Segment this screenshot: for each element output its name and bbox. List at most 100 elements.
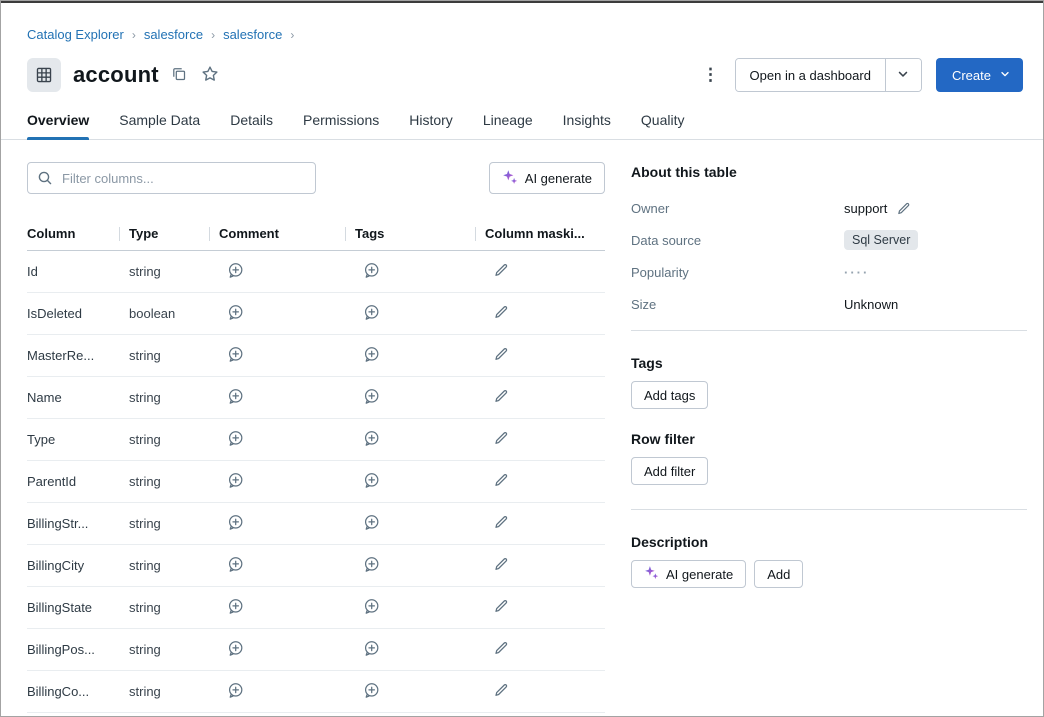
column-type: string bbox=[129, 558, 161, 573]
section-divider bbox=[631, 509, 1027, 510]
tags-cell bbox=[345, 682, 475, 702]
table-row: BillingStr... string bbox=[27, 503, 605, 545]
tab-quality[interactable]: Quality bbox=[640, 112, 685, 128]
tab-sample-data[interactable]: Sample Data bbox=[119, 112, 201, 128]
columns-panel: AI generate Column Type Comment Tags Col… bbox=[27, 162, 605, 713]
add-comment-icon[interactable] bbox=[227, 262, 244, 279]
tab-details[interactable]: Details bbox=[230, 112, 273, 128]
column-type: boolean bbox=[129, 306, 176, 321]
masking-cell bbox=[475, 682, 605, 701]
add-tag-icon[interactable] bbox=[363, 640, 380, 657]
create-button[interactable]: Create bbox=[935, 58, 1023, 92]
table-row: IsDeleted boolean bbox=[27, 293, 605, 335]
copy-icon bbox=[171, 66, 187, 85]
add-tag-icon[interactable] bbox=[363, 346, 380, 363]
add-tag-icon[interactable] bbox=[363, 388, 380, 405]
tab-insights[interactable]: Insights bbox=[562, 112, 611, 128]
main-content: AI generate Column Type Comment Tags Col… bbox=[1, 140, 1043, 713]
masking-cell bbox=[475, 514, 605, 533]
breadcrumb-separator-icon: › bbox=[131, 27, 136, 42]
add-tag-icon[interactable] bbox=[363, 682, 380, 699]
edit-mask-icon[interactable] bbox=[493, 262, 509, 278]
tab-history[interactable]: History bbox=[409, 112, 453, 128]
add-tag-icon[interactable] bbox=[363, 262, 380, 279]
data-source-badge: Sql Server bbox=[844, 230, 919, 250]
popularity-value: ···· bbox=[844, 264, 870, 280]
breadcrumb-separator-icon: › bbox=[290, 27, 295, 42]
edit-mask-icon[interactable] bbox=[493, 388, 509, 404]
column-name: Type bbox=[27, 432, 56, 447]
column-name: BillingState bbox=[27, 600, 93, 615]
open-in-dashboard-split-button: Open in a dashboard bbox=[734, 58, 922, 92]
column-name: Id bbox=[27, 264, 38, 279]
edit-mask-icon[interactable] bbox=[493, 346, 509, 362]
column-type: string bbox=[129, 390, 161, 405]
masking-cell bbox=[475, 430, 605, 449]
edit-mask-icon[interactable] bbox=[493, 472, 509, 488]
about-panel: About this table Owner support Data sour… bbox=[631, 162, 1027, 713]
more-actions-button[interactable]: ⋮ bbox=[702, 65, 720, 84]
edit-owner-icon[interactable] bbox=[896, 201, 911, 216]
tab-overview[interactable]: Overview bbox=[27, 112, 90, 140]
add-comment-icon[interactable] bbox=[227, 640, 244, 657]
edit-mask-icon[interactable] bbox=[493, 598, 509, 614]
filter-columns-input[interactable] bbox=[27, 162, 316, 194]
copy-name-button[interactable] bbox=[169, 64, 189, 87]
edit-mask-icon[interactable] bbox=[493, 304, 509, 320]
page-title: account bbox=[73, 62, 159, 87]
description-ai-generate-button[interactable]: AI generate bbox=[631, 560, 747, 588]
breadcrumb-catalog-explorer[interactable]: Catalog Explorer bbox=[27, 27, 124, 42]
ai-sparkle-icon bbox=[502, 169, 518, 188]
add-comment-icon[interactable] bbox=[227, 598, 244, 615]
add-filter-button[interactable]: Add filter bbox=[631, 457, 709, 485]
column-type: string bbox=[129, 264, 161, 279]
row-filter-section-title: Row filter bbox=[631, 431, 695, 447]
ai-generate-button[interactable]: AI generate bbox=[488, 162, 605, 194]
add-tag-icon[interactable] bbox=[363, 430, 380, 447]
add-tag-icon[interactable] bbox=[363, 472, 380, 489]
add-comment-icon[interactable] bbox=[227, 514, 244, 531]
tags-cell bbox=[345, 430, 475, 450]
data-source-label: Data source bbox=[631, 232, 702, 248]
about-title: About this table bbox=[631, 164, 737, 180]
edit-mask-icon[interactable] bbox=[493, 430, 509, 446]
description-add-button[interactable]: Add bbox=[754, 560, 804, 588]
columns-table: Column Type Comment Tags Column maski...… bbox=[27, 220, 605, 713]
add-comment-icon[interactable] bbox=[227, 346, 244, 363]
breadcrumb-catalog[interactable]: salesforce bbox=[143, 27, 204, 42]
edit-mask-icon[interactable] bbox=[493, 556, 509, 572]
tags-cell bbox=[345, 556, 475, 576]
add-comment-icon[interactable] bbox=[227, 556, 244, 573]
table-row: Name string bbox=[27, 377, 605, 419]
comment-cell bbox=[209, 682, 345, 702]
tab-permissions[interactable]: Permissions bbox=[303, 112, 380, 128]
add-tag-icon[interactable] bbox=[363, 598, 380, 615]
breadcrumb-schema[interactable]: salesforce bbox=[223, 27, 283, 42]
table-row: BillingCity string bbox=[27, 545, 605, 587]
open-in-dashboard-dropdown-button[interactable] bbox=[884, 59, 921, 91]
add-comment-icon[interactable] bbox=[227, 304, 244, 321]
add-tag-icon[interactable] bbox=[363, 304, 380, 321]
col-header-type: Type bbox=[119, 226, 209, 241]
add-comment-icon[interactable] bbox=[227, 430, 244, 447]
comment-cell bbox=[209, 556, 345, 576]
column-name: BillingCity bbox=[27, 558, 85, 573]
columns-table-header: Column Type Comment Tags Column maski... bbox=[27, 220, 605, 251]
add-tags-button[interactable]: Add tags bbox=[631, 381, 709, 409]
add-tag-icon[interactable] bbox=[363, 556, 380, 573]
column-name: IsDeleted bbox=[27, 306, 82, 321]
tab-lineage[interactable]: Lineage bbox=[482, 112, 533, 128]
edit-mask-icon[interactable] bbox=[493, 682, 509, 698]
add-comment-icon[interactable] bbox=[227, 388, 244, 405]
description-actions: AI generate Add bbox=[631, 560, 1027, 588]
add-comment-icon[interactable] bbox=[227, 472, 244, 489]
edit-mask-icon[interactable] bbox=[493, 514, 509, 530]
add-comment-icon[interactable] bbox=[227, 682, 244, 699]
edit-mask-icon[interactable] bbox=[493, 640, 509, 656]
favorite-button[interactable] bbox=[199, 63, 221, 88]
masking-cell bbox=[475, 304, 605, 323]
table-row: BillingCo... string bbox=[27, 671, 605, 713]
add-tag-icon[interactable] bbox=[363, 514, 380, 531]
open-in-dashboard-button[interactable]: Open in a dashboard bbox=[735, 59, 885, 91]
